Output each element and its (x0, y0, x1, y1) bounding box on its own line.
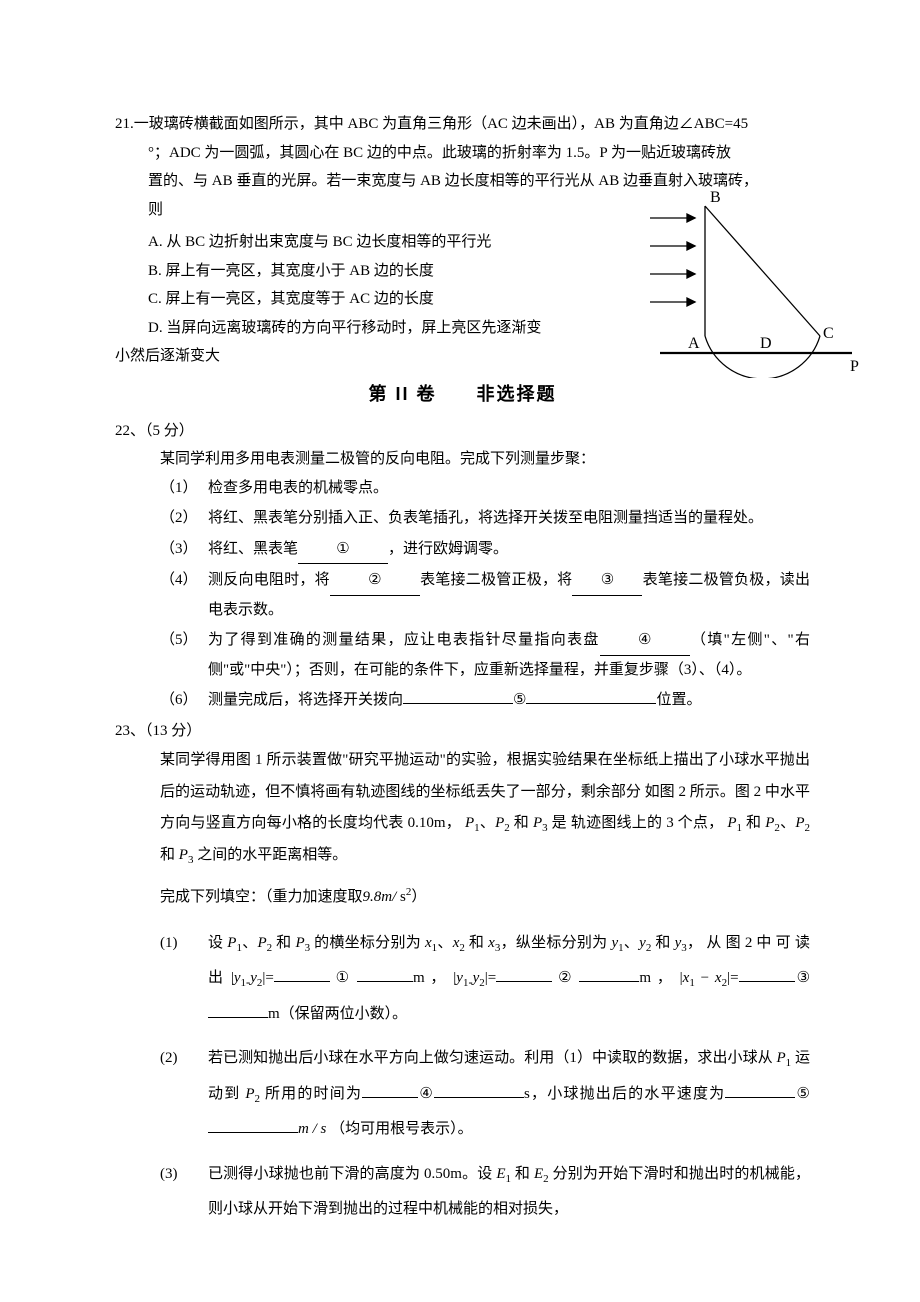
figure-label-c: C (823, 325, 834, 342)
q23-item-3: (3) 已测得小球抛也前下滑的高度为 0.50m。设 E1 和 E2 分别为开始… (160, 1157, 810, 1227)
blank-5b (526, 703, 656, 704)
blank-23-4b (434, 1097, 524, 1098)
figure-label-p: P (850, 358, 859, 375)
q22-step-2: （2） 将红、黑表笔分别插入正、负表笔插孔，将选择开关拨至电阻测量挡适当的量程处… (160, 504, 810, 533)
section-2-title: 第 II 卷 非选择题 (115, 377, 810, 411)
blank-23-3a (739, 981, 795, 982)
q22-step-1: （1） 检查多用电表的机械零点。 (160, 474, 810, 503)
q22-header: 22、（5 分） (115, 417, 810, 446)
blank-23-1b (357, 981, 413, 982)
q21-option-d-line1: D. 当屏向远离玻璃砖的方向平行移动时，屏上亮区先逐渐变 (148, 314, 578, 343)
figure-label-d: D (760, 335, 772, 352)
q23-fill-prompt: 完成下列填空：（重力加速度取9.8m/ s2） (160, 882, 810, 912)
q23-header: 23、（13 分） (115, 717, 810, 746)
q23-intro: 某同学得用图 1 所示装置做"研究平抛运动"的实验，根据实验结果在坐标纸上描出了… (160, 745, 810, 872)
blank-23-3b (208, 1017, 268, 1018)
blank-23-2a (496, 981, 552, 982)
question-21: 21. 一玻璃砖横截面如图所示，其中 ABC 为直角三角形（AC 边未画出），A… (115, 110, 810, 371)
blank-23-2b (579, 981, 639, 982)
blank-23-5a (725, 1097, 795, 1098)
q21-line2: °；ADC 为一圆弧，其圆心在 BC 边的中点。此玻璃的折射率为 1.5。P 为… (148, 145, 731, 161)
q21-line3: 置的、与 AB 垂直的光屏。若一束宽度与 AB 边长度相等的平行光从 AB 边垂… (148, 173, 758, 189)
q21-line4: 则 (148, 202, 163, 218)
q22-intro: 某同学利用多用电表测量二极管的反向电阻。完成下列测量步聚： (160, 445, 810, 474)
q23-item-2: (2) 若已测知抛出后小球在水平方向上做匀速运动。利用（1）中读取的数据，求出小… (160, 1041, 810, 1146)
question-23: 23、（13 分） 某同学得用图 1 所示装置做"研究平抛运动"的实验，根据实验… (115, 717, 810, 1227)
question-22: 22、（5 分） 某同学利用多用电表测量二极管的反向电阻。完成下列测量步聚： （… (115, 417, 810, 715)
q21-number: 21. (115, 110, 134, 139)
q22-step-5: （5） 为了得到准确的测量结果，应让电表指针尽量指向表盘④（填"左侧"、"右侧"… (160, 626, 810, 684)
q22-step-6: （6） 测量完成后，将选择开关拨向⑤位置。 (160, 686, 810, 715)
blank-5a (403, 703, 513, 704)
blank-23-1a (274, 981, 330, 982)
figure-label-a: A (688, 335, 700, 352)
q22-step-3: （3） 将红、黑表笔①，进行欧姆调零。 (160, 535, 810, 565)
q23-item-1: (1) 设 P1、P2 和 P3 的横坐标分别为 x1、x2 和 x3，纵坐标分… (160, 926, 810, 1032)
blank-23-4a (362, 1097, 418, 1098)
blank-2: ② (330, 566, 420, 596)
figure-label-b: B (710, 189, 721, 206)
q21-line1: 一玻璃砖横截面如图所示，其中 ABC 为直角三角形（AC 边未画出），AB 为直… (134, 116, 748, 132)
q22-step-4: （4） 测反向电阻时，将②表笔接二极管正极，将③表笔接二极管负极，读出电表示数。 (160, 566, 810, 624)
blank-1: ① (298, 535, 388, 565)
blank-23-5b (208, 1132, 298, 1133)
blank-3: ③ (572, 566, 642, 596)
blank-4: ④ (600, 626, 690, 656)
q21-figure: B A D C P (640, 188, 870, 378)
